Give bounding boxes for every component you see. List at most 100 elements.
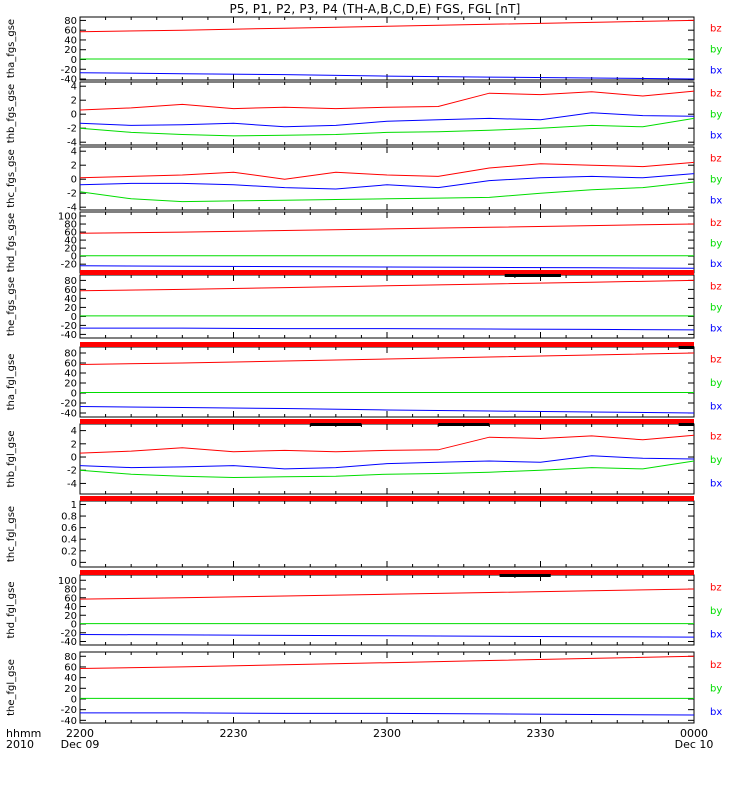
panel-frame — [79, 211, 695, 274]
y-tick-label: 40 — [64, 602, 77, 613]
y-tick-label: 80 — [64, 276, 77, 287]
y-tick-label: -4 — [67, 479, 77, 490]
legend-bx: bx — [710, 66, 722, 77]
y-tick-label: 2 — [71, 161, 77, 172]
y-tick-label: -40 — [61, 409, 77, 420]
data-bar — [310, 423, 362, 426]
y-tick-label: 1 — [71, 500, 77, 511]
legend-bx: bx — [710, 196, 722, 207]
legend-by: by — [710, 378, 722, 389]
y-tick-label: 0 — [71, 453, 77, 464]
y-tick-label: 2 — [71, 96, 77, 107]
data-bar — [504, 274, 561, 277]
y-tick-label: -20 — [61, 399, 77, 410]
legend-bz: bz — [710, 154, 722, 165]
series-line-bx — [79, 72, 695, 80]
y-tick-label: 2 — [71, 439, 77, 450]
y-tick-label: 20 — [64, 303, 77, 314]
flag-bar — [80, 270, 694, 275]
y-tick-label: -4 — [67, 138, 77, 149]
y-tick-label: 60 — [64, 359, 77, 370]
series-line-bx — [80, 327, 695, 331]
panel-frame — [79, 346, 695, 418]
panel-frame — [79, 423, 695, 495]
y-tick-label: 0 — [71, 175, 77, 186]
y-tick-label: 40 — [64, 294, 77, 305]
series-line-bz — [79, 655, 695, 669]
y-tick-label: 100 — [58, 576, 77, 587]
legend-bz: bz — [710, 282, 722, 293]
legend-by: by — [710, 455, 722, 466]
y-tick-label: 80 — [64, 585, 77, 596]
panel-ylabel: tha_fgs_gse — [6, 19, 17, 78]
series-line-bz — [79, 90, 695, 111]
legend-by: by — [710, 303, 722, 314]
y-tick-label: 0 — [71, 312, 77, 323]
legend-by: by — [710, 110, 722, 121]
legend-bz: bz — [710, 660, 722, 671]
y-tick-label: 0 — [71, 252, 77, 263]
legend-bx: bx — [710, 629, 722, 640]
legend-bx: bx — [710, 707, 722, 718]
y-tick-label: -2 — [67, 124, 77, 135]
y-tick-label: 40 — [64, 236, 77, 247]
y-tick-label: 0 — [71, 694, 77, 705]
legend-by: by — [710, 239, 722, 250]
y-tick-label: -20 — [61, 65, 77, 76]
data-bar — [499, 574, 551, 577]
series-line-bx — [79, 265, 695, 269]
data-bar — [678, 423, 694, 426]
flag-bar — [80, 342, 694, 347]
series-line-bx — [79, 406, 695, 414]
y-tick-label: -40 — [61, 75, 77, 86]
series-line-by — [79, 460, 695, 479]
series-line-by — [79, 117, 695, 137]
legend-bx: bx — [710, 131, 722, 142]
data-bar — [678, 346, 694, 349]
legend-bx: bx — [710, 324, 722, 335]
panel-ylabel: the_fgl_gse — [6, 659, 17, 716]
series-line-bz — [79, 434, 695, 454]
y-tick-label: 4 — [71, 426, 77, 437]
y-tick-label: 80 — [64, 349, 77, 360]
panel-ylabel: thd_fgl_gse — [6, 582, 17, 639]
series-line-bz — [79, 279, 695, 292]
y-tick-label: -20 — [61, 628, 77, 639]
legend-bz: bz — [710, 355, 722, 366]
legend-bx: bx — [710, 478, 722, 489]
series-line-bx — [79, 112, 695, 128]
x-tick-sublabel: Dec 09 — [61, 738, 100, 751]
series-line-bz — [79, 223, 695, 234]
y-tick-label: 4 — [71, 147, 77, 158]
y-tick-label: -20 — [61, 321, 77, 332]
x-tick-label: 2300 — [373, 727, 401, 740]
y-tick-label: -40 — [61, 716, 77, 727]
y-tick-label: 4 — [71, 82, 77, 93]
x-tick-label: 2330 — [527, 727, 555, 740]
panel-ylabel: the_fgs_gse — [6, 277, 17, 336]
y-tick-label: 80 — [64, 16, 77, 27]
y-tick-label: 0.6 — [61, 523, 77, 534]
series-line-bx — [80, 712, 695, 716]
panel-ylabel: thc_fgs_gse — [6, 149, 17, 208]
x-tick-sublabel: Dec 10 — [675, 738, 714, 751]
series-line-bx — [79, 634, 695, 638]
legend-bx: bx — [710, 401, 722, 412]
y-tick-label: 60 — [64, 662, 77, 673]
y-tick-label: 60 — [64, 228, 77, 239]
legend-bz: bz — [710, 583, 722, 594]
y-tick-label: 80 — [64, 652, 77, 663]
y-tick-label: -2 — [67, 189, 77, 200]
y-tick-label: 0 — [71, 110, 77, 121]
y-tick-label: 80 — [64, 220, 77, 231]
x-tick-label: 2230 — [220, 727, 248, 740]
y-tick-label: 0 — [71, 389, 77, 400]
legend-bz: bz — [710, 432, 722, 443]
data-bar — [438, 423, 490, 426]
x-tick-label: 2200 — [66, 727, 94, 740]
series-line-bx — [79, 173, 695, 190]
flag-bar — [80, 570, 694, 575]
y-tick-label: 20 — [64, 45, 77, 56]
y-tick-label: 60 — [64, 593, 77, 604]
